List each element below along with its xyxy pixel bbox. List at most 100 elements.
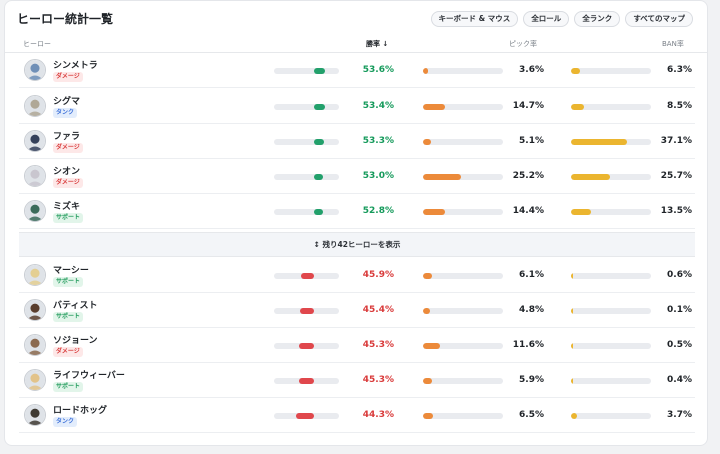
ban-rate-value: 13.5% <box>660 206 692 216</box>
win-rate-value: 45.3% <box>362 340 394 350</box>
pick-rate-bar <box>423 209 503 215</box>
pick-rate-bar <box>423 68 503 74</box>
pick-rate-value: 6.1% <box>519 270 544 280</box>
hero-avatar <box>24 165 46 187</box>
table-header: ヒーロー 勝率 ↓ ピック率 BAN率 <box>5 35 707 53</box>
table-row[interactable]: シンメトラ ダメージ 53.6% 3.6% 6.3% <box>19 53 695 88</box>
win-rate-bar-fill <box>313 209 323 215</box>
ban-rate-bar <box>571 273 651 279</box>
hero-avatar <box>24 59 46 81</box>
ban-rate-value: 0.4% <box>667 375 692 385</box>
win-rate-bar <box>274 413 339 419</box>
hero-avatar <box>24 404 46 426</box>
hero-avatar <box>24 369 46 391</box>
win-rate-bar <box>274 104 339 110</box>
win-rate-bar-fill <box>313 68 326 74</box>
hero-avatar <box>24 130 46 152</box>
pick-rate-bar <box>423 308 503 314</box>
ban-rate-bar <box>571 343 651 349</box>
hero-name[interactable]: マーシー <box>53 266 89 276</box>
role-badge: サポート <box>53 382 84 392</box>
win-rate-value: 53.3% <box>362 136 394 146</box>
role-badge: タンク <box>53 108 78 118</box>
table-row[interactable]: ライフウィーバー サポート 45.3% 5.9% 0.4% <box>19 363 695 398</box>
hero-avatar <box>24 334 46 356</box>
column-header-win-rate[interactable]: 勝率 ↓ <box>366 40 389 48</box>
role-badge: ダメージ <box>53 347 83 357</box>
role-badge: タンク <box>53 417 78 427</box>
hero-avatar <box>24 299 46 321</box>
ban-rate-value: 25.7% <box>660 171 692 181</box>
hero-name[interactable]: ライフウィーバー <box>53 371 125 381</box>
table-row[interactable]: マーシー サポート 45.9% 6.1% 0.6% <box>19 258 695 293</box>
table-row[interactable]: シグマ タンク 53.4% 14.7% 8.5% <box>19 89 695 124</box>
hero-name[interactable]: シンメトラ <box>53 61 98 71</box>
filter-role[interactable]: 全ロール <box>523 11 570 27</box>
ban-rate-bar <box>571 308 651 314</box>
role-badge: ダメージ <box>53 72 83 82</box>
hero-name[interactable]: バティスト <box>53 301 98 311</box>
hero-name[interactable]: ソジョーン <box>53 336 98 346</box>
hero-name[interactable]: ファラ <box>53 132 81 142</box>
pick-rate-bar <box>423 273 503 279</box>
ban-rate-bar-fill <box>571 209 592 215</box>
pick-rate-bar-fill <box>423 139 431 145</box>
win-rate-value: 53.0% <box>362 171 394 181</box>
filter-input-device[interactable]: キーボード & マウス <box>430 11 519 27</box>
win-rate-value: 53.6% <box>362 65 394 75</box>
ban-rate-value: 37.1% <box>660 136 692 146</box>
hero-avatar <box>24 264 46 286</box>
ban-rate-bar-fill <box>571 139 627 145</box>
pick-rate-value: 14.7% <box>512 101 544 111</box>
role-badge: ダメージ <box>53 178 83 188</box>
ban-rate-bar <box>571 139 651 145</box>
pick-rate-bar-fill <box>423 413 433 419</box>
pick-rate-value: 14.4% <box>512 206 544 216</box>
filter-map[interactable]: すべてのマップ <box>625 11 693 27</box>
column-header-pick-rate[interactable]: ピック率 <box>509 40 537 48</box>
table-row[interactable]: バティスト サポート 45.4% 4.8% 0.1% <box>19 293 695 328</box>
filter-bar: キーボード & マウス 全ロール 全ランク すべてのマップ <box>430 11 693 27</box>
pick-rate-value: 5.1% <box>519 136 544 146</box>
ban-rate-value: 0.6% <box>667 270 692 280</box>
filter-rank[interactable]: 全ランク <box>574 11 621 27</box>
table-row[interactable]: ロードホッグ タンク 44.3% 6.5% 3.7% <box>19 398 695 433</box>
win-rate-bar <box>274 273 339 279</box>
show-more-button[interactable]: ↕ 残り42ヒーローを表示 <box>19 232 695 257</box>
win-rate-bar <box>274 378 339 384</box>
win-rate-value: 45.3% <box>362 375 394 385</box>
hero-name[interactable]: ミズキ <box>53 202 81 212</box>
hero-name[interactable]: ロードホッグ <box>53 406 108 416</box>
ban-rate-bar <box>571 413 651 419</box>
ban-rate-bar <box>571 174 651 180</box>
pick-rate-bar-fill <box>423 104 446 110</box>
table-row[interactable]: シオン ダメージ 53.0% 25.2% 25.7% <box>19 159 695 194</box>
table-row[interactable]: ソジョーン ダメージ 45.3% 11.6% 0.5% <box>19 328 695 363</box>
win-rate-value: 53.4% <box>362 101 394 111</box>
table-row[interactable]: ミズキ サポート 52.8% 14.4% 13.5% <box>19 194 695 229</box>
win-rate-value: 44.3% <box>362 410 394 420</box>
pick-rate-bar <box>423 413 503 419</box>
pick-rate-value: 25.2% <box>512 171 544 181</box>
hero-name[interactable]: シオン <box>53 167 81 177</box>
win-rate-bar <box>274 139 339 145</box>
column-header-ban-rate[interactable]: BAN率 <box>662 40 684 48</box>
win-rate-bar-fill <box>313 139 325 145</box>
hero-name[interactable]: シグマ <box>53 97 81 107</box>
pick-rate-value: 6.5% <box>519 410 544 420</box>
win-rate-value: 45.9% <box>362 270 394 280</box>
ban-rate-bar-fill <box>571 413 577 419</box>
column-header-hero: ヒーロー <box>23 40 51 48</box>
pick-rate-bar-fill <box>423 174 461 180</box>
page-title: ヒーロー統計一覧 <box>17 12 114 26</box>
table-row[interactable]: ファラ ダメージ 53.3% 5.1% 37.1% <box>19 124 695 159</box>
win-rate-bar-fill <box>313 174 324 180</box>
pick-rate-bar <box>423 378 503 384</box>
win-rate-bar <box>274 68 339 74</box>
win-rate-bar <box>274 308 339 314</box>
ban-rate-bar-fill <box>571 68 581 74</box>
win-rate-bar-fill <box>299 343 315 349</box>
win-rate-bar-fill <box>301 273 315 279</box>
ban-rate-bar-fill <box>571 174 610 180</box>
ban-rate-bar-fill <box>571 273 573 279</box>
